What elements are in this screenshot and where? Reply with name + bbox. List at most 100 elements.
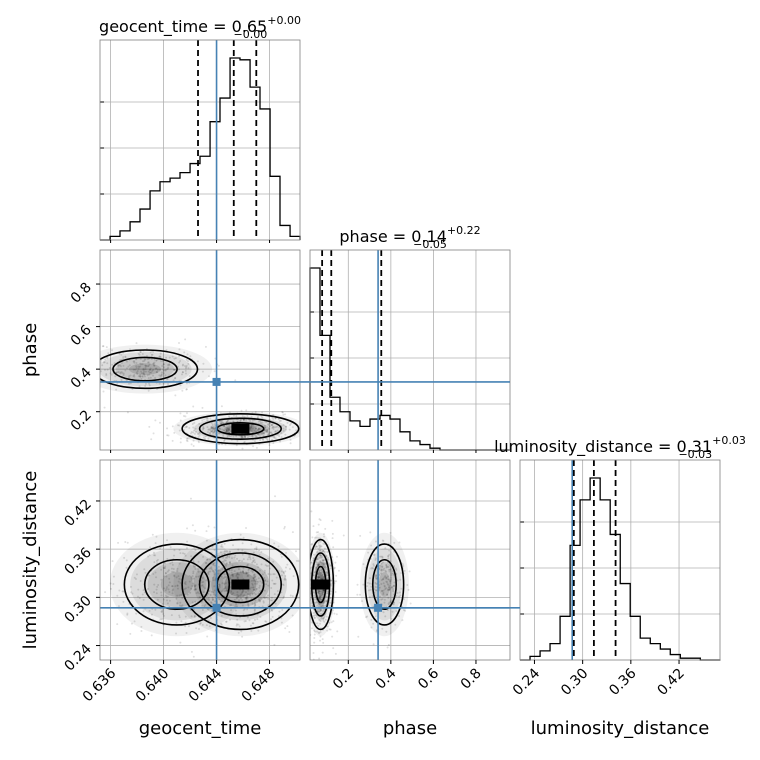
sample-point — [257, 566, 260, 569]
sample-point — [271, 615, 274, 618]
sample-point — [145, 354, 148, 357]
sample-point — [138, 375, 141, 378]
sample-point — [210, 426, 213, 429]
sample-point — [400, 587, 403, 590]
sample-point — [251, 570, 254, 573]
sample-point — [165, 595, 168, 598]
sample-point — [380, 589, 383, 592]
sample-point — [241, 542, 244, 545]
sample-point — [253, 430, 256, 433]
sample-point — [185, 425, 188, 428]
sample-point — [145, 365, 148, 368]
sample-point — [206, 426, 209, 429]
sample-point — [255, 446, 258, 449]
sample-point — [265, 565, 268, 568]
sample-point — [259, 600, 262, 603]
sample-point — [281, 411, 284, 414]
sample-point — [315, 566, 318, 569]
sample-point — [190, 431, 193, 434]
sample-point — [185, 388, 188, 391]
sample-point — [188, 580, 191, 583]
sample-point — [335, 613, 338, 616]
sample-point — [185, 439, 188, 442]
title-main: geocent_time = 0.65 — [99, 17, 267, 37]
sample-point — [385, 630, 388, 633]
y-tick-label: 0.24 — [61, 641, 94, 674]
sample-point — [322, 617, 325, 620]
sample-point — [209, 570, 212, 573]
sample-point — [240, 436, 243, 439]
sample-point — [160, 594, 163, 597]
sample-point — [169, 562, 172, 565]
sample-point — [119, 372, 122, 375]
density-fill — [109, 532, 244, 637]
sample-point — [159, 547, 162, 550]
sample-point — [179, 441, 182, 444]
sample-point — [288, 630, 291, 633]
sample-point — [229, 577, 232, 580]
sample-point — [166, 539, 169, 542]
sample-point — [207, 619, 210, 622]
sample-point — [229, 458, 231, 460]
sample-point — [117, 370, 120, 373]
sample-point — [167, 569, 170, 572]
sample-point — [382, 578, 385, 581]
sample-point — [190, 615, 193, 618]
sample-point — [109, 587, 112, 590]
sample-point — [329, 628, 332, 631]
sample-point — [393, 565, 396, 568]
sample-point — [381, 598, 384, 601]
sample-point — [221, 545, 224, 548]
sample-point — [227, 428, 230, 431]
sample-point — [210, 590, 213, 593]
sample-point — [369, 531, 372, 534]
sample-point — [256, 582, 259, 585]
sample-point — [218, 427, 221, 430]
sample-point — [158, 421, 161, 424]
x-tick-label: 0.42 — [655, 666, 688, 699]
sample-point — [212, 570, 215, 573]
sample-point — [280, 432, 283, 435]
sample-point — [321, 651, 324, 654]
sample-point — [98, 387, 100, 389]
sample-point — [193, 615, 196, 618]
sample-point — [117, 605, 120, 608]
sample-point — [253, 434, 256, 437]
truth-marker — [212, 377, 221, 386]
sample-point — [326, 577, 329, 580]
sample-point — [306, 439, 308, 441]
sample-point — [211, 426, 214, 429]
sample-point — [106, 362, 109, 365]
sample-point — [220, 600, 223, 603]
sample-point — [152, 362, 155, 365]
sample-point — [137, 595, 140, 598]
sample-point — [206, 417, 209, 420]
sample-point — [381, 555, 384, 558]
sample-point — [165, 349, 168, 352]
sample-point — [319, 603, 322, 606]
sample-point — [383, 585, 386, 588]
sample-point — [380, 572, 383, 575]
sample-point — [224, 589, 227, 592]
sample-point — [331, 635, 334, 638]
sample-point — [192, 559, 195, 562]
sample-point — [317, 523, 320, 526]
sample-point — [138, 366, 141, 369]
sample-point — [267, 433, 270, 436]
sample-point — [167, 366, 170, 369]
sample-point — [171, 585, 174, 588]
sample-point — [253, 440, 256, 443]
sample-point — [186, 437, 189, 440]
sample-point — [316, 575, 319, 578]
sample-point — [250, 424, 253, 427]
sample-point — [270, 424, 273, 427]
sample-point — [318, 575, 321, 578]
sample-point — [271, 425, 274, 428]
sample-point — [168, 356, 171, 359]
sample-point — [378, 595, 381, 598]
sample-point — [319, 596, 322, 599]
sample-point — [147, 574, 150, 577]
sample-point — [205, 417, 208, 420]
sample-point — [335, 574, 338, 577]
sample-point — [245, 572, 248, 575]
